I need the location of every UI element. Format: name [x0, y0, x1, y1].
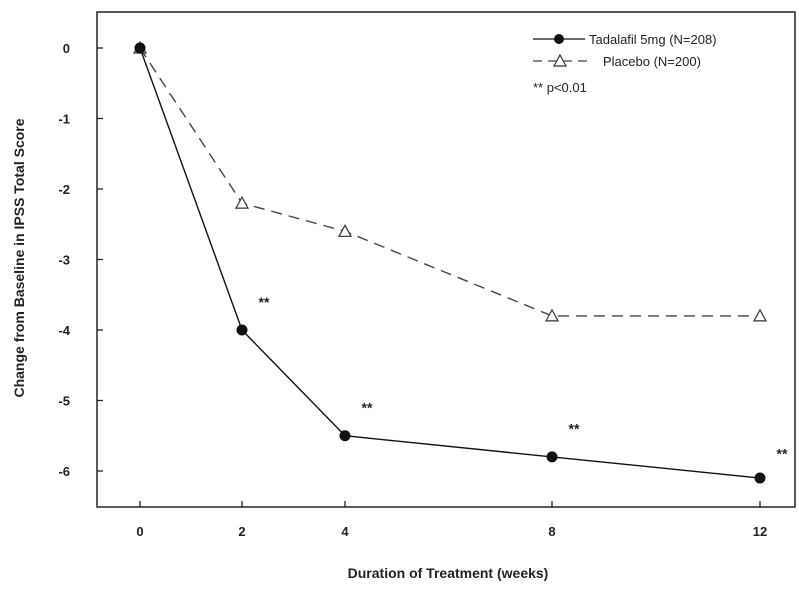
x-tick-label: 12 [753, 524, 767, 539]
x-tick-label: 2 [238, 524, 245, 539]
x-axis-title: Duration of Treatment (weeks) [348, 565, 549, 581]
tadalafil-data-point [134, 42, 146, 54]
y-tick-label: -4 [58, 323, 70, 338]
significance-marker: ** [362, 400, 373, 416]
placebo-series-line [139, 47, 760, 317]
significance-marker: ** [569, 421, 580, 437]
legend-significance-note: ** p<0.01 [533, 80, 587, 95]
tadalafil-series-line [139, 47, 761, 479]
legend-placebo-label: Placebo (N=200) [603, 54, 701, 69]
plot-frame [96, 11, 796, 508]
legend-tadalafil-marker [554, 34, 564, 44]
x-axis: 0 2 4 8 12 [136, 501, 767, 539]
placebo-data-point [337, 224, 353, 237]
significance-marker: ** [777, 445, 788, 461]
legend-placebo-marker [552, 53, 568, 67]
placebo-data-point [234, 195, 250, 209]
tadalafil-data-point [754, 472, 766, 484]
y-tick-label: -1 [58, 112, 70, 127]
x-tick-label: 8 [548, 524, 555, 539]
y-axis-title: Change from Baseline in IPSS Total Score [11, 118, 27, 397]
annotation-layer: ** ** ** ** [259, 294, 788, 462]
significance-marker: ** [259, 294, 270, 310]
tadalafil-data-point [339, 430, 351, 442]
y-tick-label: -5 [58, 394, 70, 409]
y-tick-label: -6 [58, 464, 70, 479]
y-axis: 0 -1 -2 -3 -4 -5 -6 [58, 41, 103, 479]
tadalafil-data-point [546, 451, 558, 463]
y-tick-label: -2 [58, 182, 70, 197]
placebo-data-point [752, 308, 768, 322]
x-tick-label: 4 [341, 524, 349, 539]
tadalafil-data-point [236, 324, 248, 336]
x-tick-label: 0 [136, 524, 143, 539]
y-tick-label: 0 [63, 41, 70, 56]
legend: Tadalafil 5mg (N=208) Placebo (N=200) **… [533, 32, 717, 95]
placebo-data-point [544, 308, 560, 322]
series-layer [132, 40, 768, 484]
y-tick-label: -3 [58, 253, 70, 268]
legend-tadalafil-label: Tadalafil 5mg (N=208) [589, 32, 717, 47]
